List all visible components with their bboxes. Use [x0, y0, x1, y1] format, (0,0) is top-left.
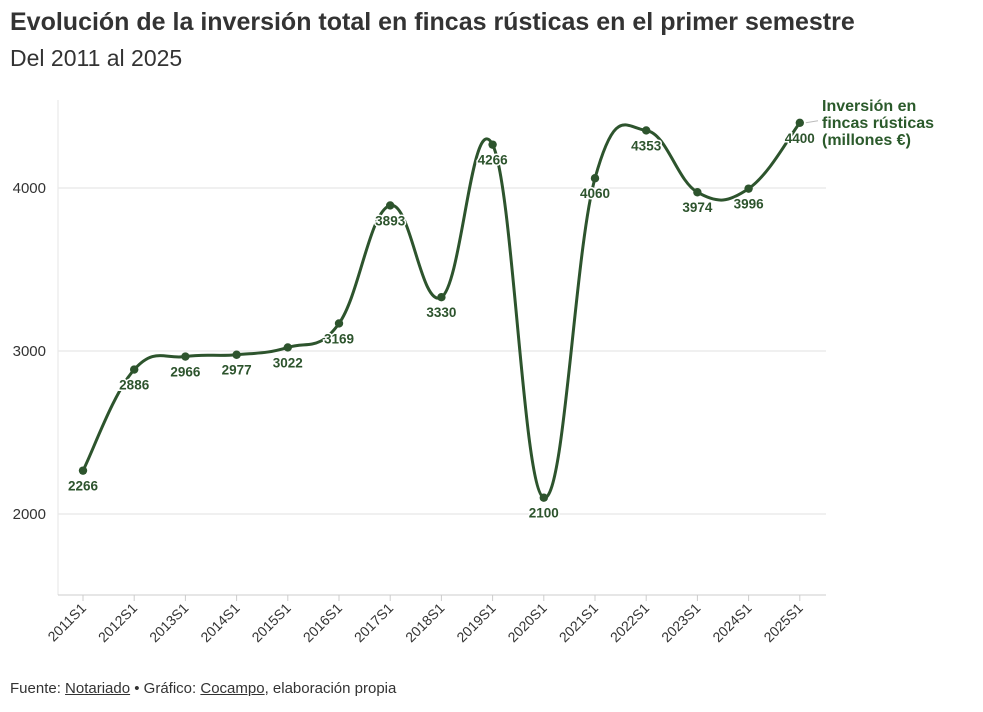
series-points [78, 118, 804, 502]
data-point-2020S1 [539, 493, 548, 502]
footer-suffix: , elaboración propia [264, 680, 397, 697]
x-axis-tick-labels: 2011S1 2012S1 2013S1 2014S1 2015S1 2016S1 2017… [44, 600, 806, 646]
x-tick-label-2022S1: 2022S1 [607, 600, 653, 646]
x-tick-label-2017S1: 2017S1 [351, 600, 397, 646]
x-tick-label-2024S1: 2024S1 [709, 600, 755, 646]
data-point-2023S1 [693, 188, 702, 197]
y-tick-label-3000: 3000 [13, 343, 46, 360]
data-label-2015S1: 3022 [273, 355, 303, 370]
x-tick-label-2023S1: 2023S1 [658, 600, 704, 646]
footer-separator: • Gráfico: [130, 680, 201, 697]
y-tick-label-4000: 4000 [13, 180, 46, 197]
series-label-line-3: (millones €) [822, 132, 911, 149]
data-label-2014S1: 2977 [222, 363, 252, 378]
data-point-2018S1 [437, 293, 446, 302]
data-label-2012S1: 2886 [119, 378, 150, 393]
x-tick-label-2011S1: 2011S1 [44, 600, 89, 645]
data-label-2016S1: 3169 [324, 331, 354, 346]
data-point-2019S1 [488, 140, 497, 149]
series-line [81, 121, 801, 500]
y-tick-label-2000: 2000 [13, 506, 46, 523]
data-label-2020S1: 2100 [529, 506, 559, 521]
x-tick-label-2012S1: 2012S1 [95, 600, 141, 646]
footer-source: Fuente: Notariado • Gráfico: Cocampo, el… [10, 680, 396, 697]
axes [57, 100, 826, 601]
x-tick-label-2020S1: 2020S1 [504, 600, 550, 646]
data-point-2015S1 [283, 343, 292, 352]
x-tick-label-2015S1: 2015S1 [248, 600, 294, 646]
gridlines [58, 187, 826, 515]
series-label-connector [805, 120, 819, 124]
data-label-2023S1: 3974 [682, 200, 713, 215]
data-point-2022S1 [642, 126, 651, 135]
data-point-2016S1 [334, 319, 344, 328]
data-label-2011S1: 2266 [68, 479, 99, 494]
data-label-2017S1: 3893 [375, 213, 406, 228]
data-label-2025S1: 4400 [785, 131, 815, 146]
data-label-2013S1: 2966 [170, 365, 201, 380]
chart-credit-link[interactable]: Cocampo [200, 680, 265, 697]
data-label-2021S1: 4060 [580, 186, 610, 201]
series-label-line-2: fincas rústicas [822, 115, 935, 132]
series-label-line-1: Inversión en [822, 98, 917, 115]
data-label-2024S1: 3996 [734, 197, 765, 212]
data-point-2014S1 [232, 350, 241, 359]
data-labels: 2266 2886 2966 2977 3022 3169 3893 3330 4266 2100… [66, 129, 816, 522]
x-tick-label-2016S1: 2016S1 [300, 600, 346, 646]
chart-title: Evolución de la inversión total en finca… [10, 8, 855, 36]
data-point-2021S1 [590, 174, 600, 183]
data-point-2025S1 [795, 118, 804, 128]
x-tick-label-2013S1: 2013S1 [146, 600, 192, 646]
x-tick-label-2021S1: 2021S1 [556, 600, 602, 646]
x-tick-label-2025S1: 2025S1 [760, 600, 806, 646]
series-label: Inversión en fincas rústicas (millones €… [822, 98, 982, 149]
data-point-2011S1 [78, 466, 88, 475]
x-tick-label-2019S1: 2019S1 [453, 600, 499, 646]
footer-source-prefix: Fuente: [10, 680, 66, 697]
chart-subtitle: Del 2011 al 2025 [10, 45, 183, 71]
source-link[interactable]: Notariado [65, 680, 131, 697]
data-label-2018S1: 3330 [426, 305, 456, 320]
x-tick-label-2018S1: 2018S1 [402, 600, 448, 646]
x-tick-label-2014S1: 2014S1 [197, 600, 243, 646]
data-label-2022S1: 4353 [631, 138, 662, 153]
y-axis-tick-labels: 2000 3000 4000 [13, 180, 46, 523]
data-point-2024S1 [744, 184, 753, 193]
data-point-2017S1 [386, 201, 395, 210]
data-point-2013S1 [181, 352, 190, 361]
data-label-2019S1: 4266 [478, 153, 509, 168]
data-point-2012S1 [130, 365, 139, 374]
